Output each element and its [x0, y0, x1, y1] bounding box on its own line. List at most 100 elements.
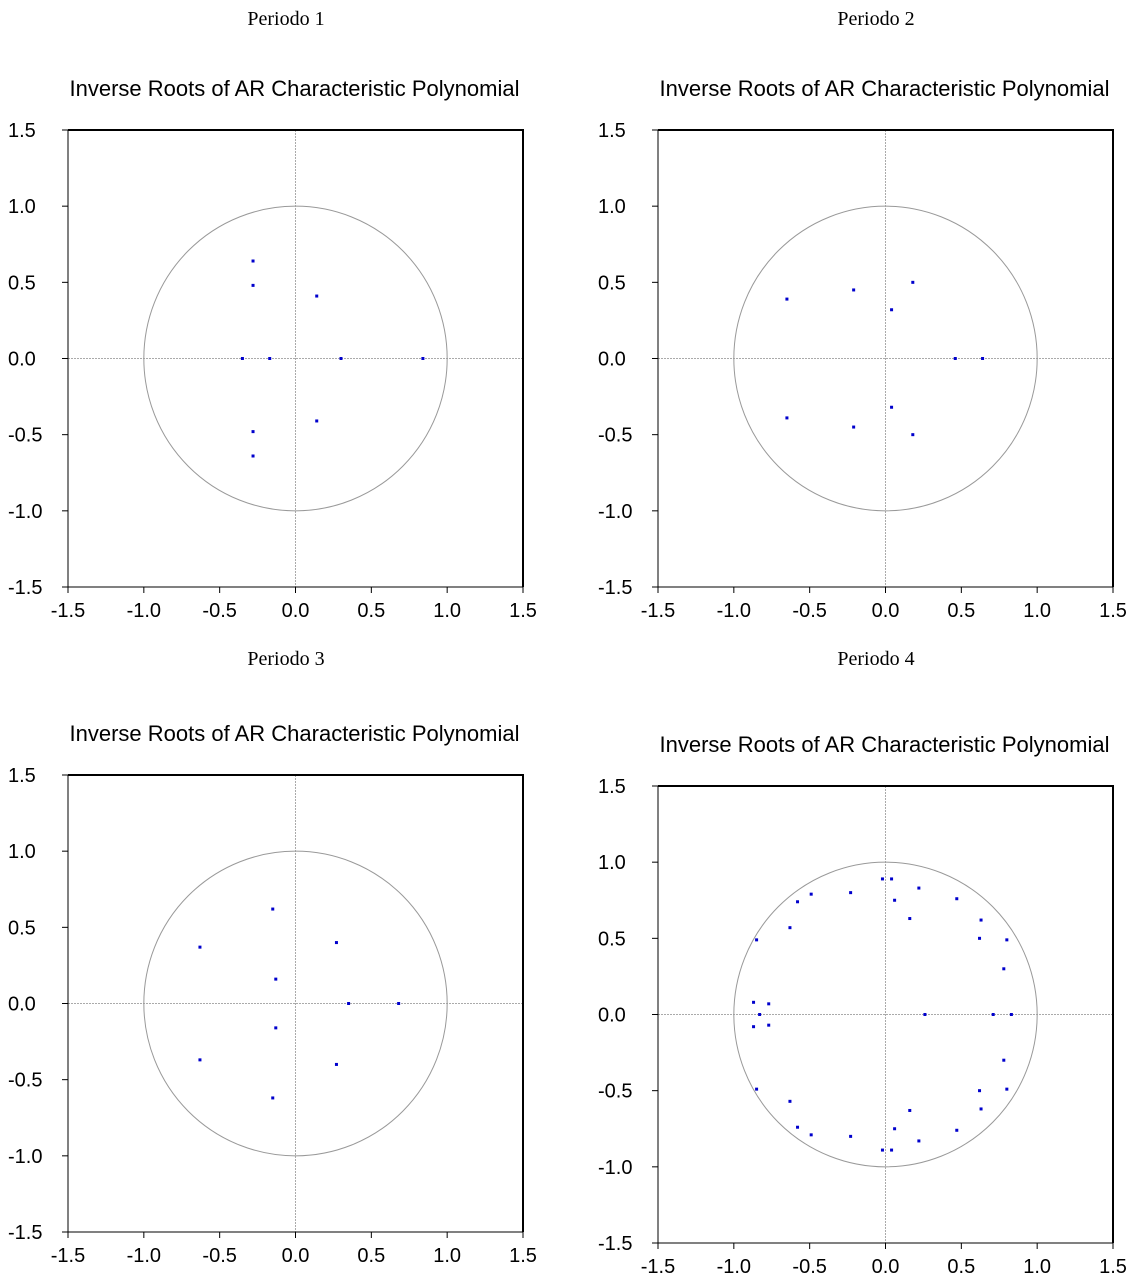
x-tick-label: 1.0: [1023, 1256, 1051, 1278]
y-tick-label: 0.5: [8, 917, 36, 939]
y-tick-label: 0.0: [598, 1005, 626, 1027]
y-tick-label: 1.5: [598, 776, 626, 798]
y-tick-label: 1.5: [8, 120, 36, 142]
x-tick-label: 1.5: [509, 1245, 537, 1267]
root-point: [849, 891, 853, 895]
root-point: [334, 941, 338, 945]
root-point: [767, 1002, 771, 1006]
root-point: [274, 1026, 278, 1030]
root-point: [271, 1096, 275, 1100]
x-tick-label: -1.5: [641, 600, 675, 622]
root-point: [752, 1025, 756, 1029]
x-tick-label: -0.5: [792, 600, 826, 622]
y-tick-label: -0.5: [8, 425, 42, 447]
root-point: [198, 1058, 202, 1062]
x-tick-label: -1.0: [127, 600, 161, 622]
root-point: [785, 416, 789, 420]
x-tick-label: 1.0: [1023, 600, 1051, 622]
root-point: [978, 1089, 982, 1093]
x-tick-label: -1.0: [717, 600, 751, 622]
root-point: [849, 1134, 853, 1138]
root-point: [785, 297, 789, 301]
x-tick-label: 1.0: [433, 600, 461, 622]
root-point: [953, 357, 957, 360]
x-tick-label: 1.5: [1099, 1256, 1127, 1278]
y-tick-label: -1.5: [598, 1233, 632, 1255]
root-point: [251, 430, 255, 434]
y-tick-label: -1.0: [598, 1157, 632, 1179]
root-point: [752, 1000, 756, 1004]
y-tick-label: -0.5: [598, 1081, 632, 1103]
root-point: [274, 977, 278, 981]
root-point: [268, 357, 272, 360]
chart-panel-2: Periodo 2 Inverse Roots of AR Characteri…: [590, 0, 1144, 640]
root-point: [809, 1133, 813, 1137]
y-tick-label: 0.5: [598, 272, 626, 294]
chart-panel-4: Periodo 4 Inverse Roots of AR Characteri…: [590, 640, 1144, 1280]
root-point: [1005, 938, 1009, 942]
y-tick-label: -1.0: [598, 501, 632, 523]
x-tick-label: -0.5: [202, 1245, 236, 1267]
root-point: [347, 1002, 351, 1005]
root-point: [251, 454, 255, 458]
root-point: [755, 1087, 759, 1091]
x-tick-label: -1.5: [51, 600, 85, 622]
chart-title: Inverse Roots of AR Characteristic Polyn…: [70, 721, 520, 746]
root-point: [852, 288, 856, 292]
y-tick-label: 1.0: [598, 852, 626, 874]
y-tick-label: 0.5: [598, 928, 626, 950]
root-point: [796, 900, 800, 904]
x-tick-label: -0.5: [202, 600, 236, 622]
root-point: [758, 1013, 762, 1016]
root-point: [397, 1002, 401, 1005]
root-point: [893, 1127, 897, 1131]
y-tick-label: -1.0: [8, 1146, 42, 1168]
root-point: [880, 877, 884, 881]
root-point: [788, 926, 792, 930]
y-tick-label: 0.0: [598, 349, 626, 371]
root-point: [880, 1148, 884, 1152]
root-point: [809, 892, 813, 896]
unit-circle: [733, 861, 1038, 1168]
root-point: [852, 425, 856, 429]
panel-label: Periodo 2: [837, 8, 915, 30]
root-point: [890, 877, 894, 881]
root-point: [755, 938, 759, 942]
x-tick-label: 1.5: [1099, 600, 1127, 622]
x-tick-label: -1.5: [641, 1256, 675, 1278]
root-point: [893, 898, 897, 902]
x-tick-label: -1.0: [127, 1245, 161, 1267]
chart-3: Inverse Roots of AR Characteristic Polyn…: [8, 721, 537, 1267]
root-point: [1009, 1013, 1013, 1016]
y-tick-label: -0.5: [598, 425, 632, 447]
root-point: [890, 405, 894, 409]
y-tick-label: 1.0: [8, 196, 36, 218]
y-tick-label: 1.0: [598, 196, 626, 218]
root-point: [339, 357, 343, 360]
root-point: [981, 357, 985, 360]
y-tick-label: 1.5: [598, 120, 626, 142]
root-point: [271, 907, 275, 911]
chart-title: Inverse Roots of AR Characteristic Polyn…: [660, 732, 1110, 757]
root-point: [955, 1128, 959, 1132]
root-point: [991, 1013, 995, 1016]
unit-circle: [733, 205, 1038, 512]
chart-2: Inverse Roots of AR Characteristic Polyn…: [598, 76, 1127, 622]
root-point: [198, 945, 202, 949]
x-tick-label: 0.0: [872, 1256, 900, 1278]
x-tick-label: 0.5: [947, 1256, 975, 1278]
x-tick-label: 0.5: [947, 600, 975, 622]
root-point: [315, 419, 319, 423]
y-tick-label: 1.0: [8, 841, 36, 863]
root-point: [908, 1108, 912, 1112]
root-point: [1005, 1087, 1009, 1091]
panel-label: Periodo 1: [247, 8, 325, 30]
y-tick-label: -1.5: [8, 1222, 42, 1244]
root-point: [978, 936, 982, 940]
x-tick-label: 1.5: [509, 600, 537, 622]
root-point: [979, 1107, 983, 1111]
chart-title: Inverse Roots of AR Characteristic Polyn…: [70, 76, 520, 101]
unit-circle: [143, 850, 448, 1157]
root-point: [334, 1062, 338, 1066]
chart-title: Inverse Roots of AR Characteristic Polyn…: [660, 76, 1110, 101]
